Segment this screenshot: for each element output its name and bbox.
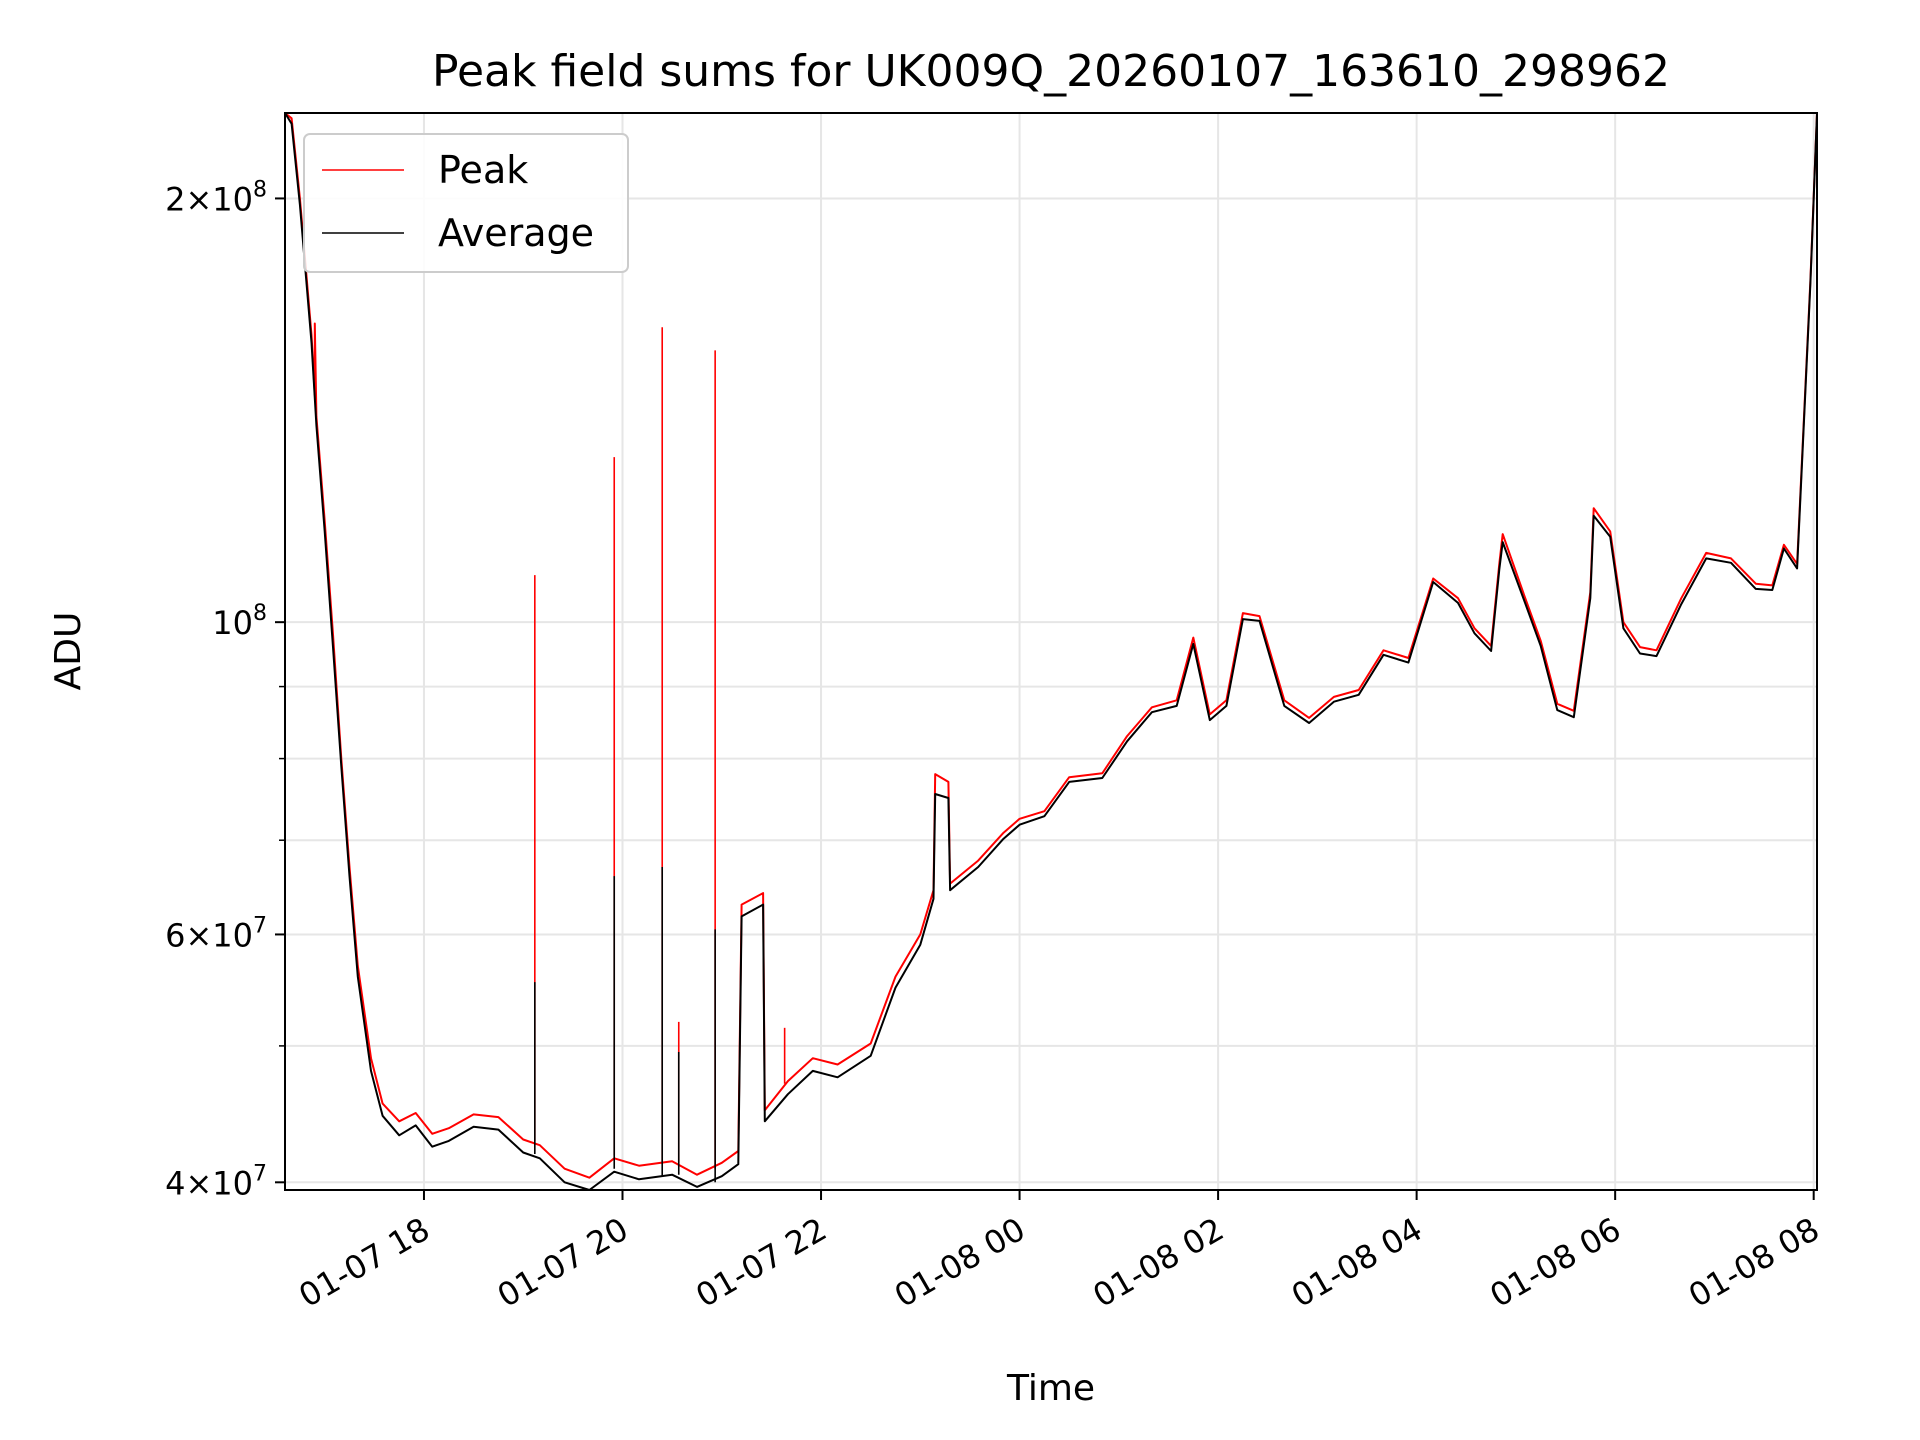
chart-title: Peak field sums for UK009Q_20260107_1636…: [432, 46, 1670, 97]
legend-box: [303, 133, 629, 273]
x-axis: 01-07 18 01-07 20 01-07 22 01-08 00 01-08 02…: [292, 1190, 1826, 1315]
legend-label-peak: Peak: [438, 148, 528, 192]
x-axis-label: Time: [1006, 1368, 1095, 1409]
x-tick-label: 01-08 00: [888, 1210, 1032, 1315]
y-tick-label: 108: [212, 601, 267, 642]
x-tick-label: 01-07 22: [689, 1210, 833, 1315]
plot-frame: [284, 112, 1818, 1191]
x-tick-label: 01-08 06: [1484, 1210, 1628, 1315]
x-tick-label: 01-08 04: [1285, 1210, 1429, 1315]
x-tick-label: 01-08 08: [1682, 1210, 1826, 1315]
y-tick-label: 4×107: [165, 1161, 267, 1202]
plot-lines: [284, 112, 1818, 1191]
x-tick-label: 01-07 20: [491, 1210, 635, 1315]
series-line-average: [284, 112, 1818, 1191]
grid-lines: [285, 113, 1817, 1190]
y-axis-label: ADU: [48, 612, 89, 691]
legend-label-average: Average: [438, 211, 594, 255]
y-tick-label: 6×107: [165, 913, 267, 954]
x-tick-label: 01-07 18: [292, 1210, 436, 1315]
y-tick-label: 2×108: [165, 177, 267, 218]
legend: Peak Average: [303, 133, 629, 273]
y-axis: 4×107 6×107 108 2×108: [165, 177, 285, 1202]
x-tick-label: 01-08 02: [1086, 1210, 1230, 1315]
